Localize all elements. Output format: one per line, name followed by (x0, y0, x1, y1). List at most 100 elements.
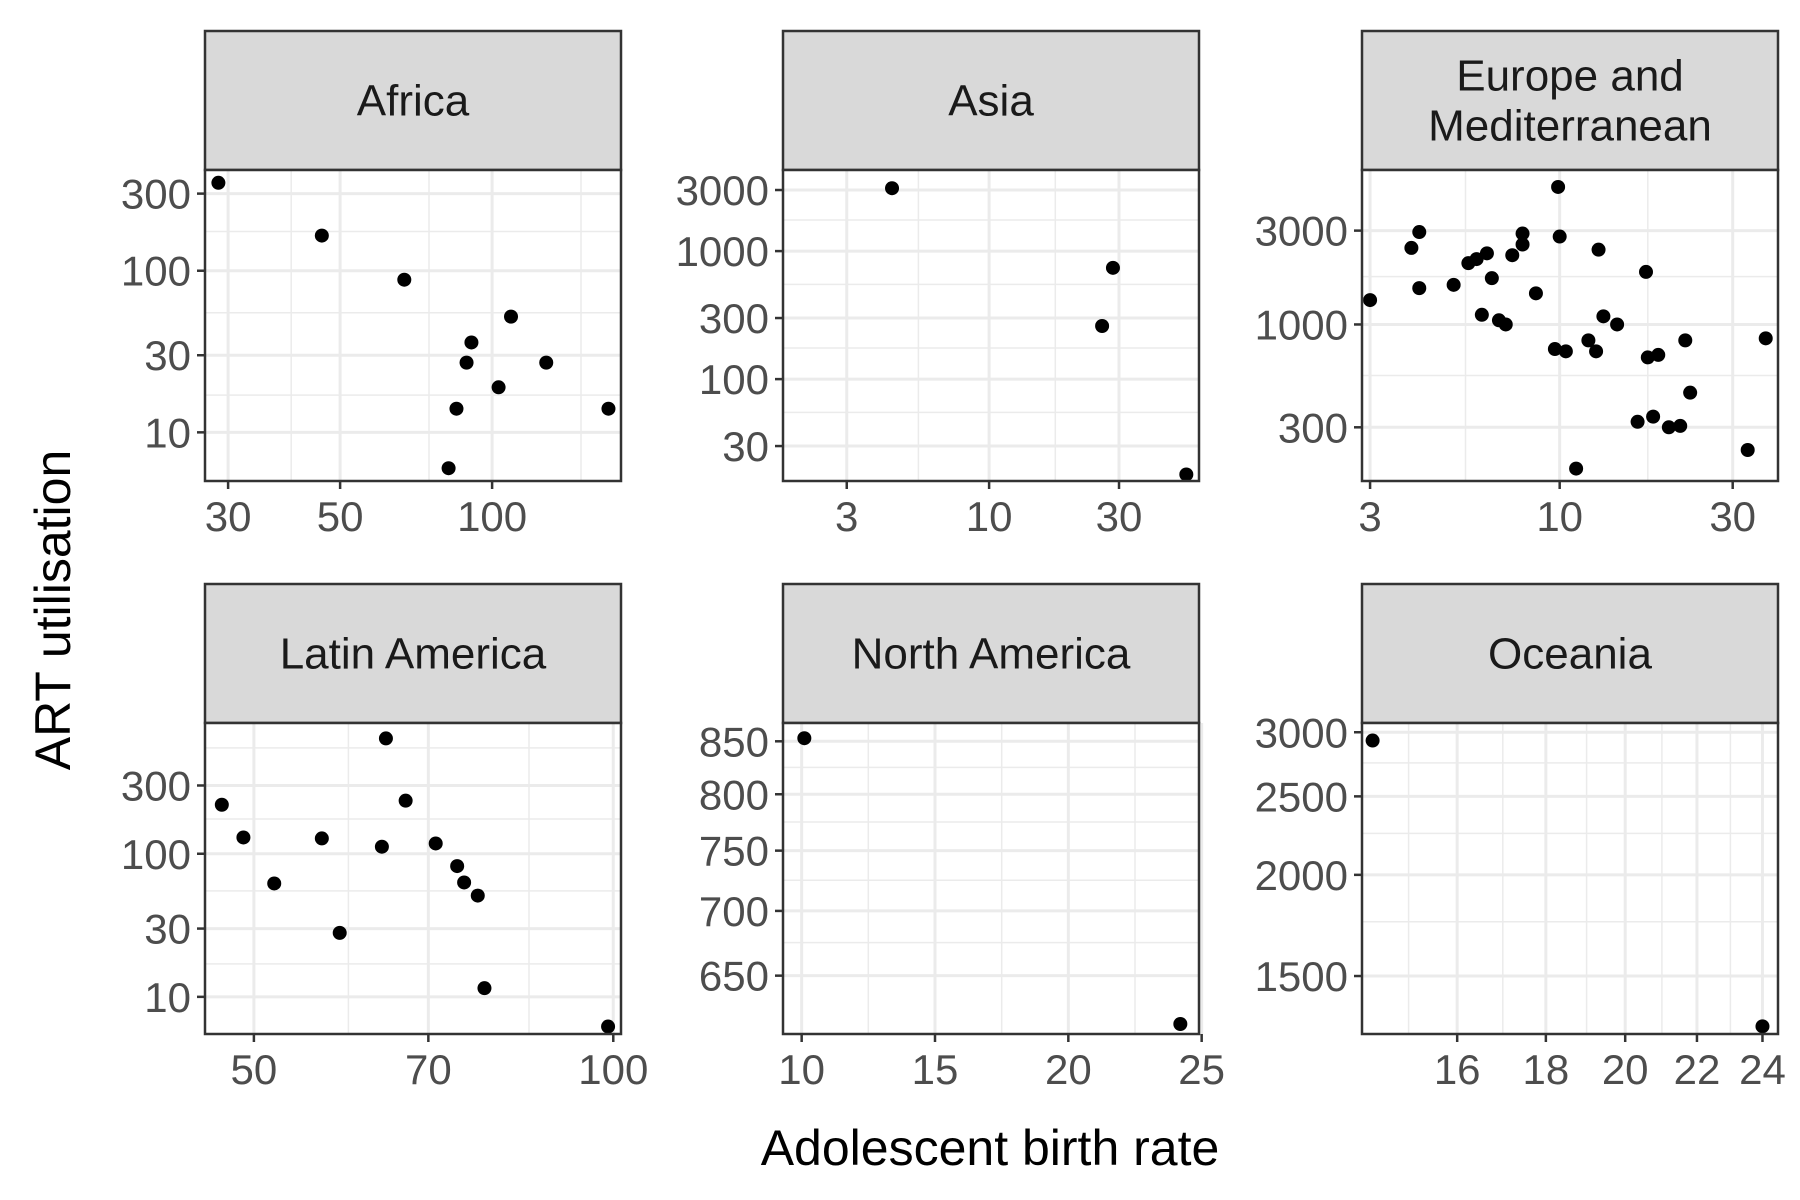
y-tick-label: 1000 (676, 228, 769, 275)
data-point (1469, 252, 1484, 267)
panel-border (203, 721, 623, 1036)
data-point (1755, 1019, 1770, 1034)
gridlines (783, 723, 1204, 1034)
data-points (797, 731, 1188, 1032)
panel-border (781, 168, 1201, 483)
facet-strip (781, 582, 1201, 725)
data-point (1591, 242, 1606, 257)
y-tick-label: 10 (144, 409, 191, 456)
data-points (211, 175, 616, 476)
y-tick-label: 700 (699, 888, 769, 935)
y-tick-label: 3000 (676, 167, 769, 214)
panel-border (781, 721, 1201, 1036)
x-tick-label: 30 (1709, 493, 1756, 540)
x-tick-label: 10 (1536, 493, 1583, 540)
facet-strip (1360, 582, 1780, 725)
data-point (397, 272, 412, 287)
data-point (449, 401, 464, 416)
data-point (1446, 277, 1461, 292)
data-points (214, 731, 616, 1034)
data-point (1581, 333, 1596, 348)
facet-strip-label: Asia (948, 77, 1034, 126)
facet-panels: Africa 30 50 100 10 30 100 300 Asia 3 10 30 30 100 300… (121, 29, 1786, 1093)
gridlines (783, 170, 1199, 481)
data-point (1105, 260, 1120, 275)
y-tick-label: 10 (144, 974, 191, 1021)
data-point (1173, 1017, 1188, 1032)
facet-strip (203, 582, 623, 725)
data-point (1505, 248, 1520, 263)
x-tick-label: 30 (205, 493, 252, 540)
data-points (1365, 733, 1770, 1034)
data-point (236, 830, 251, 845)
x-tick-label: 22 (1674, 1046, 1721, 1093)
x-tick-label: 10 (778, 1046, 825, 1093)
data-point (1515, 237, 1530, 252)
plot-area (1362, 723, 1778, 1034)
data-point (378, 731, 393, 746)
data-point (1404, 240, 1419, 255)
x-axis-title: Adolescent birth rate (761, 1120, 1220, 1176)
data-point (1365, 733, 1380, 748)
gridlines (1362, 723, 1778, 1034)
facet-oceania: Oceania 16 18 20 22 24 1500 2000 2500 3000 (1255, 582, 1786, 1093)
facet-strip (1360, 29, 1780, 172)
facet-asia: Asia 3 10 30 30 100 300 1000 3000 (676, 29, 1201, 540)
y-tick-label: 2000 (1255, 852, 1348, 899)
y-tick-label: 300 (699, 295, 769, 342)
x-tick-label: 20 (1602, 1046, 1649, 1093)
y-tick-label: 30 (144, 906, 191, 953)
facet-strip-label: Africa (357, 77, 470, 126)
x-tick-label: 3 (835, 493, 858, 540)
x-tick-label: 20 (1045, 1046, 1092, 1093)
data-point (1640, 350, 1655, 365)
x-tick-label: 70 (405, 1046, 452, 1093)
x-tick-label: 15 (912, 1046, 959, 1093)
y-tick-label: 300 (1278, 404, 1348, 451)
y-tick-label: 300 (121, 762, 191, 809)
data-point (1661, 420, 1676, 435)
data-point (1363, 293, 1378, 308)
y-tick-label: 1500 (1255, 953, 1348, 1000)
data-point (1569, 461, 1584, 476)
facet-strip (781, 29, 1201, 172)
data-point (1646, 409, 1661, 424)
data-point (470, 888, 485, 903)
facet-strip-label: North America (852, 630, 1131, 679)
x-tick-label: 16 (1434, 1046, 1481, 1093)
data-point (464, 335, 479, 350)
x-tick-label: 100 (578, 1046, 648, 1093)
data-point (1596, 309, 1611, 324)
x-tick-label: 50 (317, 493, 364, 540)
data-points (885, 181, 1194, 482)
data-point (332, 925, 347, 940)
data-point (1678, 333, 1693, 348)
gridlines (205, 723, 621, 1034)
gridlines (1362, 170, 1778, 481)
data-point (1412, 281, 1427, 296)
data-point (1673, 418, 1688, 433)
facet-strip (203, 29, 623, 172)
facet-latin-america: Latin America 50 70 100 10 30 100 300 (121, 582, 648, 1093)
data-point (601, 401, 616, 416)
y-tick-label: 100 (121, 248, 191, 295)
x-tick-label: 100 (457, 493, 527, 540)
data-point (450, 859, 465, 874)
panel-border (1360, 721, 1780, 1036)
data-point (1412, 225, 1427, 240)
data-point (885, 181, 900, 196)
data-point (398, 793, 413, 808)
y-tick-label: 2500 (1255, 773, 1348, 820)
data-point (1758, 331, 1773, 346)
y-tick-label: 30 (144, 332, 191, 379)
x-tick-label: 18 (1523, 1046, 1570, 1093)
data-point (211, 175, 226, 190)
x-tick-label: 3 (1358, 493, 1381, 540)
plot-area (205, 723, 621, 1034)
data-point (267, 876, 282, 891)
data-point (1740, 443, 1755, 458)
y-tick-label: 800 (699, 771, 769, 818)
x-tick-label: 25 (1178, 1046, 1225, 1093)
data-point (477, 981, 492, 996)
